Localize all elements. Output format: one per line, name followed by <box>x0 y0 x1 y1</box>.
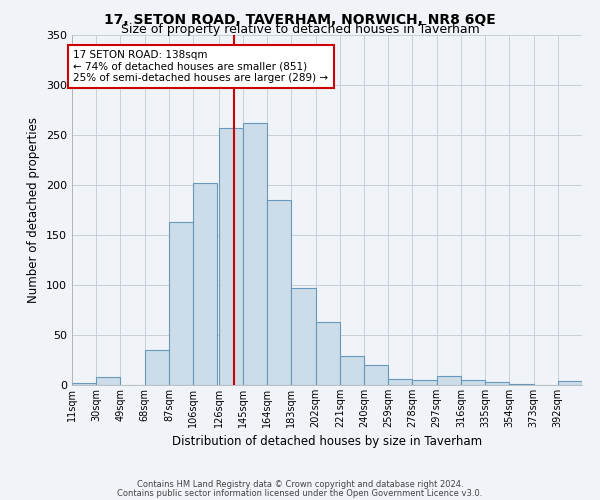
Bar <box>485 382 509 385</box>
Bar <box>292 288 316 385</box>
Bar <box>96 377 121 385</box>
Text: 17, SETON ROAD, TAVERHAM, NORWICH, NR8 6QE: 17, SETON ROAD, TAVERHAM, NORWICH, NR8 6… <box>104 12 496 26</box>
Bar <box>267 200 292 385</box>
Bar <box>412 380 437 385</box>
Bar <box>72 383 96 385</box>
Bar <box>169 222 193 385</box>
Bar <box>437 376 461 385</box>
X-axis label: Distribution of detached houses by size in Taverham: Distribution of detached houses by size … <box>172 436 482 448</box>
Bar <box>509 384 533 385</box>
Text: Size of property relative to detached houses in Taverham: Size of property relative to detached ho… <box>121 22 479 36</box>
Text: Contains public sector information licensed under the Open Government Licence v3: Contains public sector information licen… <box>118 488 482 498</box>
Bar <box>461 380 485 385</box>
Bar <box>388 379 412 385</box>
Text: 17 SETON ROAD: 138sqm
← 74% of detached houses are smaller (851)
25% of semi-det: 17 SETON ROAD: 138sqm ← 74% of detached … <box>73 50 328 83</box>
Bar <box>243 123 267 385</box>
Text: Contains HM Land Registry data © Crown copyright and database right 2024.: Contains HM Land Registry data © Crown c… <box>137 480 463 489</box>
Bar <box>218 128 243 385</box>
Bar <box>193 183 217 385</box>
Bar <box>364 365 388 385</box>
Y-axis label: Number of detached properties: Number of detached properties <box>28 117 40 303</box>
Bar <box>145 350 169 385</box>
Bar <box>340 356 364 385</box>
Bar <box>316 322 340 385</box>
Bar <box>558 381 582 385</box>
